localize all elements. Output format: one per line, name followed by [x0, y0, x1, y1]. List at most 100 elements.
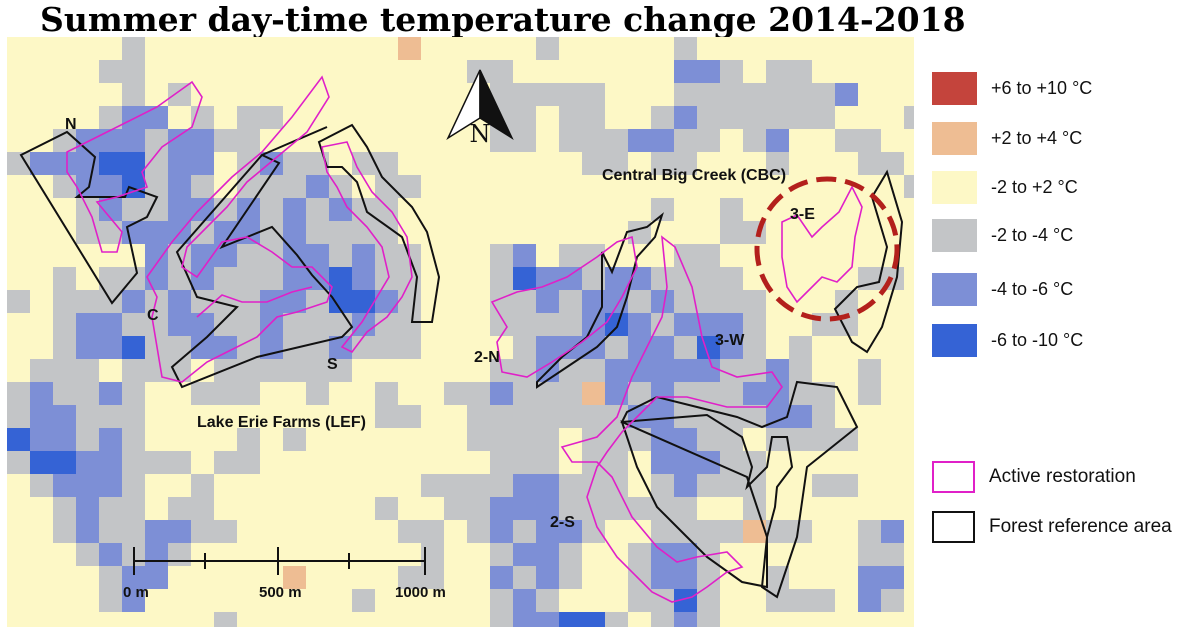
temperature-cell: [628, 543, 651, 566]
temperature-cell: [421, 474, 444, 497]
temperature-cell: [145, 152, 168, 175]
temperature-cell: [697, 244, 720, 267]
temperature-cell: [513, 106, 536, 129]
temperature-cell: [191, 152, 214, 175]
temperature-cell: [651, 267, 674, 290]
temperature-cell: [76, 221, 99, 244]
temperature-cell: [99, 497, 122, 520]
temperature-cell: [53, 267, 76, 290]
temperature-cell: [53, 175, 76, 198]
temperature-cell: [53, 290, 76, 313]
temperature-cell: [559, 129, 582, 152]
temperature-cell: [191, 497, 214, 520]
temperature-cell: [352, 198, 375, 221]
temperature-cell: [812, 83, 835, 106]
temperature-cell: [53, 405, 76, 428]
temperature-cell: [99, 474, 122, 497]
temperature-cell: [605, 267, 628, 290]
temperature-cell: [697, 451, 720, 474]
temperature-cell: [191, 313, 214, 336]
temperature-cell: [536, 382, 559, 405]
temperature-cell: [697, 290, 720, 313]
temperature-cell: [858, 152, 881, 175]
temperature-cell: [513, 359, 536, 382]
temperature-cell: [766, 106, 789, 129]
temperature-cell: [536, 566, 559, 589]
temperature-cell: [306, 221, 329, 244]
temperature-cell: [858, 129, 881, 152]
temperature-cell: [605, 382, 628, 405]
temperature-cell: [490, 497, 513, 520]
north-arrow: N: [446, 69, 514, 148]
temperature-cell: [513, 612, 536, 635]
temperature-cell: [76, 451, 99, 474]
temperature-cell: [76, 520, 99, 543]
temperature-cell: [536, 405, 559, 428]
temperature-cell: [145, 198, 168, 221]
temperature-cell: [237, 244, 260, 267]
temperature-cell: [122, 451, 145, 474]
temperature-cell: [674, 520, 697, 543]
temperature-cell: [720, 520, 743, 543]
temperature-cell: [375, 497, 398, 520]
temperature-cell: [53, 451, 76, 474]
temperature-cell: [306, 175, 329, 198]
temperature-cell: [53, 428, 76, 451]
temperature-cell: [122, 313, 145, 336]
temperature-cell: [145, 451, 168, 474]
temperature-cell: [582, 382, 605, 405]
temperature-cell: [99, 60, 122, 83]
temperature-cell: [651, 543, 674, 566]
temperature-cell: [628, 382, 651, 405]
temperature-cell: [214, 612, 237, 635]
temperature-cell: [398, 566, 421, 589]
temperature-cell: [720, 221, 743, 244]
restoration-area-2n: [490, 235, 638, 378]
temperature-cell: [789, 106, 812, 129]
temperature-cell: [168, 152, 191, 175]
temperature-cell: [766, 589, 789, 612]
temperature-cell: [536, 543, 559, 566]
temperature-cell: [789, 359, 812, 382]
site-label-n: N: [65, 116, 77, 133]
temperature-cell: [168, 129, 191, 152]
legend-item: -4 to -6 °C: [932, 272, 1073, 306]
temperature-cell: [191, 198, 214, 221]
temperature-cell: [191, 129, 214, 152]
temperature-cell: [490, 267, 513, 290]
temperature-cell: [99, 198, 122, 221]
legend-swatch: [932, 71, 977, 105]
restoration-area-s: [321, 141, 413, 354]
temperature-cell: [835, 474, 858, 497]
temperature-cell: [306, 313, 329, 336]
temperature-cell: [651, 129, 674, 152]
restoration-area-3e: [781, 185, 863, 304]
temperature-cell: [53, 336, 76, 359]
temperature-cell: [352, 589, 375, 612]
temperature-cell: [697, 589, 720, 612]
temperature-cell: [214, 520, 237, 543]
forest-area-s: [317, 123, 441, 323]
temperature-cell: [306, 382, 329, 405]
temperature-cell: [375, 290, 398, 313]
temperature-cell: [559, 313, 582, 336]
temperature-cell: [536, 474, 559, 497]
temperature-cell: [697, 129, 720, 152]
temperature-cell: [812, 474, 835, 497]
temperature-cell: [122, 152, 145, 175]
forest-swatch: [932, 511, 975, 543]
temperature-cell: [697, 359, 720, 382]
temperature-cell: [812, 589, 835, 612]
temperature-cell: [191, 520, 214, 543]
temperature-cell: [628, 221, 651, 244]
temperature-cell: [559, 382, 582, 405]
legend-item: -6 to -10 °C: [932, 323, 1083, 357]
temperature-cell: [858, 543, 881, 566]
temperature-cell: [30, 474, 53, 497]
temperature-cell: [306, 336, 329, 359]
temperature-cell: [766, 359, 789, 382]
temperature-cell: [329, 290, 352, 313]
temperature-cell: [237, 336, 260, 359]
temperature-cell: [122, 198, 145, 221]
temperature-cell: [789, 428, 812, 451]
